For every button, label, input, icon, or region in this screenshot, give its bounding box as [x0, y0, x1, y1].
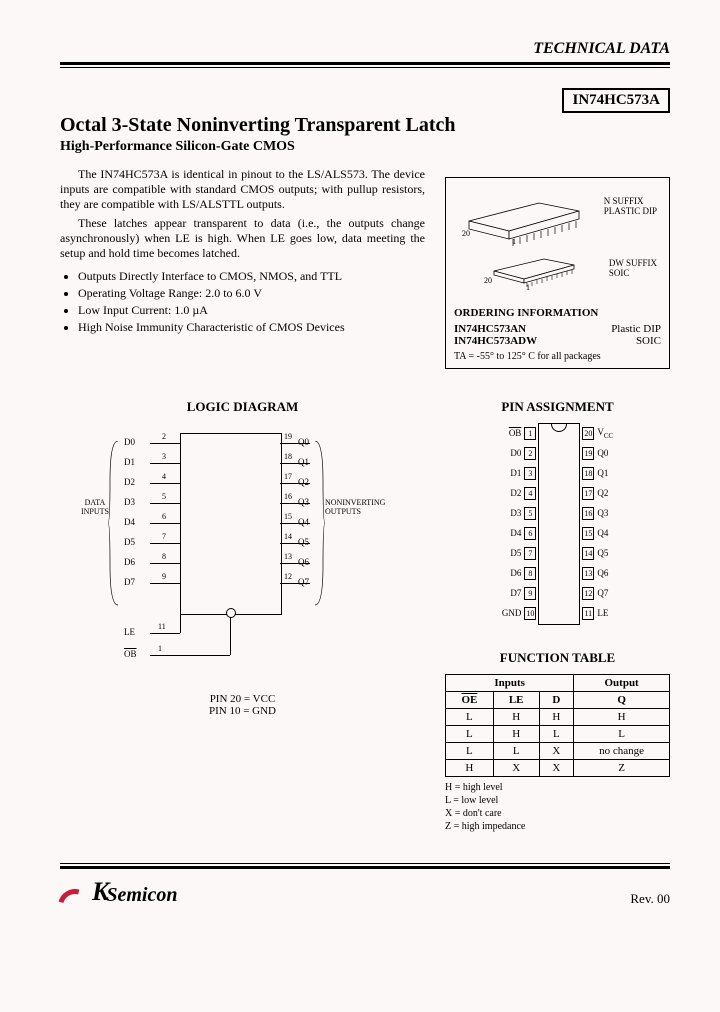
pin-row: 13Q6	[582, 563, 613, 583]
pin-row: D46	[502, 523, 537, 543]
pin-row: 11LE	[582, 603, 613, 623]
function-table: Inputs Output OE LE D Q LHHHLHLLLLXno ch…	[445, 674, 670, 777]
table-row: LHHH	[446, 709, 670, 726]
title-main: Octal 3-State Noninverting Transparent L…	[60, 113, 670, 137]
functable-legend: H = high level L = low level X = don't c…	[445, 781, 670, 833]
svg-text:20: 20	[462, 229, 470, 238]
table-row: LHLL	[446, 726, 670, 743]
feature-item: High Noise Immunity Characteristic of CM…	[78, 320, 425, 335]
part-number: IN74HC573A	[562, 88, 670, 113]
outputs-label: NONINVERTINGOUTPUTS	[325, 498, 385, 516]
pin-row: D24	[502, 483, 537, 503]
pin-row: 19Q0	[582, 443, 613, 463]
logo: K Semicon	[60, 877, 177, 907]
pin-row: D02	[502, 443, 537, 463]
functable-title: FUNCTION TABLE	[445, 650, 670, 666]
pinout-title: PIN ASSIGNMENT	[445, 399, 670, 415]
feature-item: Low Input Current: 1.0 µA	[78, 303, 425, 318]
ordering-title: ORDERING INFORMATION	[454, 307, 661, 319]
feature-item: Operating Voltage Range: 2.0 to 6.0 V	[78, 286, 425, 301]
svg-text:20: 20	[484, 276, 492, 285]
pin-row: 15Q4	[582, 523, 613, 543]
pin-row: 20VCC	[582, 423, 613, 443]
data-inputs-label: DATAINPUTS	[80, 498, 110, 516]
pin-row: 16Q3	[582, 503, 613, 523]
order-row: IN74HC573ADWSOIC	[454, 335, 661, 347]
feature-item: Outputs Directly Interface to CMOS, NMOS…	[78, 269, 425, 284]
table-row: HXXZ	[446, 760, 670, 777]
logic-notes: PIN 20 = VCC PIN 10 = GND	[60, 693, 425, 717]
table-row: LLXno change	[446, 743, 670, 760]
order-temp: TA = -55° to 125° C for all packages	[454, 351, 661, 362]
title-sub: High-Performance Silicon-Gate CMOS	[60, 139, 670, 155]
package-drawings: 20 1 N SUFFIX PLASTIC DIP	[454, 186, 661, 301]
pin-diagram: OB1D02D13D24D35D46D57D68D79GND10 20VCC19…	[445, 423, 670, 625]
logo-swoosh-icon	[60, 887, 90, 907]
pin-row: D13	[502, 463, 537, 483]
description: The IN74HC573A is identical in pinout to…	[60, 167, 425, 261]
pin-row: OB1	[502, 423, 537, 443]
dip-icon: 20 1	[454, 186, 664, 246]
dw-type-label: SOIC	[609, 268, 657, 278]
revision: Rev. 00	[630, 891, 670, 907]
pin-row: GND10	[502, 603, 537, 623]
pin-row: D57	[502, 543, 537, 563]
pin-row: 17Q2	[582, 483, 613, 503]
n-suffix-label: N SUFFIX	[604, 196, 657, 206]
desc-p2: These latches appear transparent to data…	[60, 216, 425, 261]
dw-suffix-label: DW SUFFIX	[609, 258, 657, 268]
logic-title: LOGIC DIAGRAM	[60, 399, 425, 415]
header-section: TECHNICAL DATA	[60, 40, 670, 58]
feature-list: Outputs Directly Interface to CMOS, NMOS…	[60, 269, 425, 335]
pin-row: 12Q7	[582, 583, 613, 603]
logic-diagram: D02D13D24D35D46D57D68D79 19Q018Q117Q216Q…	[80, 423, 400, 683]
pin-row: 18Q1	[582, 463, 613, 483]
pin-row: D68	[502, 563, 537, 583]
svg-text:1: 1	[526, 283, 530, 292]
pin-row: D35	[502, 503, 537, 523]
pin-row: D79	[502, 583, 537, 603]
pin-row: 14Q5	[582, 543, 613, 563]
ordering-info-box: 20 1 N SUFFIX PLASTIC DIP	[445, 177, 670, 369]
desc-p1: The IN74HC573A is identical in pinout to…	[60, 167, 425, 212]
order-row: IN74HC573ANPlastic DIP	[454, 323, 661, 335]
n-type-label: PLASTIC DIP	[604, 206, 657, 216]
svg-text:1: 1	[512, 237, 516, 246]
